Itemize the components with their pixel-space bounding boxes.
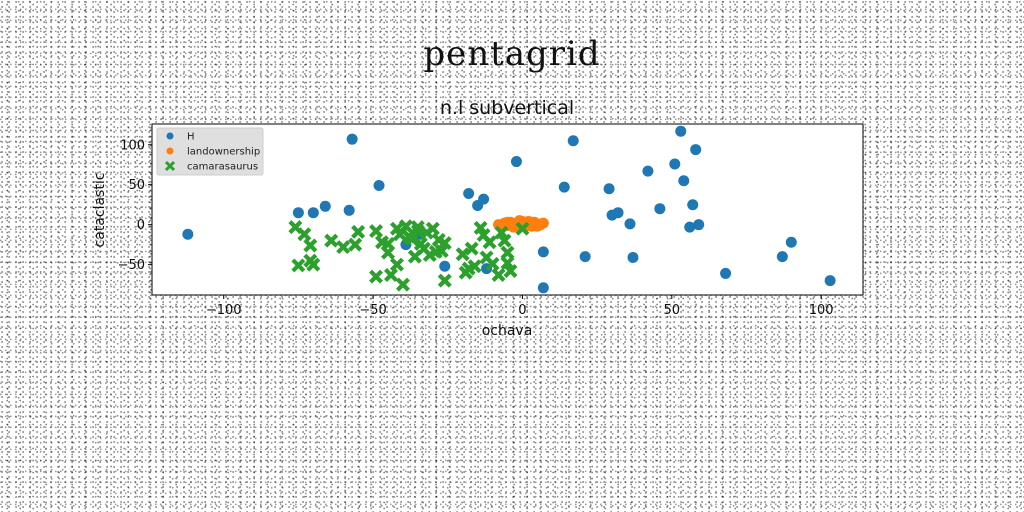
data-point-H — [720, 267, 732, 279]
y-axis-ticks: −50 0 50 100 — [118, 138, 152, 273]
data-point-camarasaurus — [515, 221, 530, 236]
data-point-camarasaurus — [348, 237, 363, 252]
data-point-H — [654, 203, 666, 215]
x-axis-label: ochava — [482, 323, 533, 339]
data-point-camarasaurus — [437, 273, 452, 288]
data-point-landownership — [531, 220, 543, 232]
data-point-camarasaurus — [291, 258, 306, 273]
data-point-H — [478, 193, 490, 205]
data-point-H — [346, 133, 358, 145]
plot-frame — [151, 123, 864, 296]
data-point-camarasaurus — [503, 264, 518, 279]
data-point-H — [537, 282, 549, 294]
data-point-H — [678, 175, 690, 187]
data-point-H — [687, 199, 699, 211]
x-tick-label: 100 — [809, 303, 834, 318]
data-point-camarasaurus — [369, 269, 384, 284]
data-point-camarasaurus — [297, 227, 312, 242]
legend-marker-landownership — [166, 147, 174, 155]
plot-title: n.l subvertical — [440, 97, 574, 119]
data-point-H — [669, 158, 681, 170]
data-point-H — [343, 204, 355, 216]
x-tick-label: −100 — [206, 303, 242, 318]
data-point-H — [612, 207, 624, 219]
data-point-camarasaurus — [303, 253, 318, 268]
data-point-camarasaurus — [395, 277, 410, 292]
x-tick-label: 50 — [664, 303, 681, 318]
data-point-camarasaurus — [336, 240, 351, 255]
y-tick-label: 0 — [137, 218, 145, 233]
y-axis-label: cataclastic — [92, 173, 108, 248]
data-point-camarasaurus — [500, 245, 515, 260]
y-tick-label: −50 — [118, 258, 145, 273]
data-point-camarasaurus — [497, 233, 512, 248]
legend-label-landownership: landownership — [187, 147, 260, 158]
data-point-H — [307, 207, 319, 219]
data-point-camarasaurus — [425, 221, 440, 236]
figure-suptitle: pentagrid — [423, 34, 601, 74]
data-point-camarasaurus — [485, 256, 500, 271]
data-point-camarasaurus — [398, 219, 413, 234]
data-point-camarasaurus — [467, 259, 482, 274]
data-point-H — [463, 188, 475, 200]
x-tick-label: −50 — [359, 303, 386, 318]
data-point-camarasaurus — [455, 247, 470, 262]
data-point-camarasaurus — [303, 238, 318, 253]
data-point-camarasaurus — [389, 257, 404, 272]
legend-marker-H — [166, 132, 174, 140]
legend-label-H: H — [187, 132, 195, 143]
legend-marker-camarasaurus — [164, 160, 176, 172]
data-point-camarasaurus — [410, 220, 425, 235]
data-point-camarasaurus — [384, 268, 398, 283]
data-point-camarasaurus — [351, 224, 366, 239]
data-point-H — [642, 165, 654, 177]
data-point-H — [537, 246, 549, 258]
data-point-H — [690, 144, 702, 156]
data-point-camarasaurus — [482, 235, 497, 250]
data-point-H — [675, 125, 687, 137]
data-points — [182, 125, 836, 294]
data-point-H — [693, 219, 705, 231]
data-point-H — [824, 275, 836, 287]
legend-label-camarasaurus: camarasaurus — [187, 162, 258, 173]
data-point-H — [567, 135, 579, 147]
data-point-H — [776, 251, 788, 263]
data-point-camarasaurus — [381, 245, 395, 260]
data-point-H — [558, 181, 570, 193]
series-camarasaurus — [288, 219, 530, 292]
legend-box — [156, 127, 264, 176]
data-point-H — [603, 183, 615, 195]
data-point-H — [439, 260, 451, 272]
data-point-H — [292, 207, 304, 219]
data-point-H — [627, 251, 639, 263]
data-point-H — [684, 221, 696, 233]
data-point-camarasaurus — [324, 233, 339, 248]
data-point-H — [373, 180, 385, 192]
y-tick-label: 100 — [120, 138, 145, 153]
data-point-H — [510, 156, 522, 168]
y-tick-label: 50 — [128, 178, 145, 193]
data-point-H — [624, 218, 636, 230]
data-point-H — [785, 236, 797, 248]
data-point-camarasaurus — [491, 268, 506, 283]
data-point-camarasaurus — [369, 224, 384, 239]
data-point-camarasaurus — [437, 236, 452, 251]
x-axis-ticks: −100 −50 0 50 100 — [206, 295, 834, 318]
data-point-H — [579, 251, 591, 263]
data-point-landownership — [502, 216, 513, 228]
x-tick-label: 0 — [518, 303, 526, 318]
data-point-H — [182, 228, 194, 240]
data-point-camarasaurus — [464, 241, 479, 256]
series-H — [182, 125, 836, 294]
data-point-H — [319, 200, 331, 212]
